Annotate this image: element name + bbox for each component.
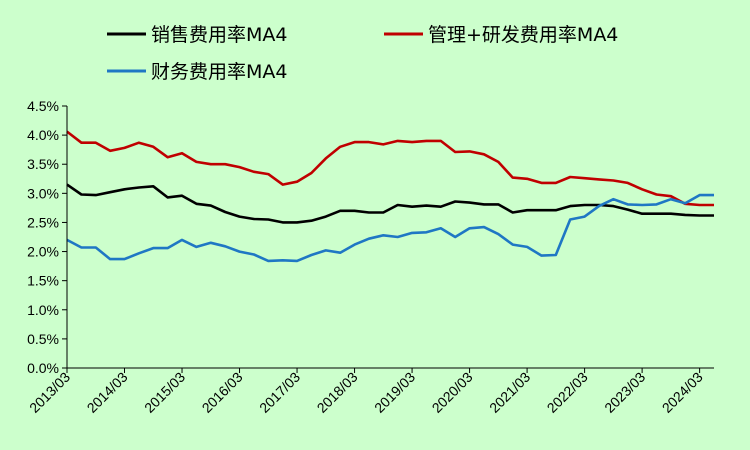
x-tick-label: 2017/03: [256, 369, 303, 416]
y-tick-label: 1.5%: [27, 273, 59, 289]
x-tick-label: 2018/03: [314, 369, 361, 416]
y-tick-label: 2.5%: [27, 214, 59, 230]
x-tick-label: 2022/03: [544, 369, 591, 416]
x-tick-label: 2016/03: [199, 369, 246, 416]
x-tick-label: 2014/03: [84, 369, 131, 416]
legend: 销售费用率MA4 管理+研发费用率MA4 财务费用率MA4: [107, 24, 618, 83]
legend-label-2: 管理+研发费用率MA4: [428, 24, 618, 46]
x-tick-label: 2019/03: [371, 369, 418, 416]
y-tick-label: 0.5%: [27, 331, 59, 347]
y-tick-label: 4.0%: [27, 127, 59, 143]
y-tick-label: 4.5%: [27, 98, 59, 114]
series-line-1: [66, 183, 714, 224]
series-line-3: [66, 193, 714, 263]
x-tick-label: 2020/03: [429, 369, 476, 416]
x-tick-label: 2023/03: [601, 369, 648, 416]
x-tick-label: 2024/03: [659, 369, 706, 416]
legend-label-3: 财务费用率MA4: [151, 61, 287, 83]
y-tick-label: 3.5%: [27, 156, 59, 172]
x-tick-label: 2015/03: [141, 369, 188, 416]
x-axis-ticks: 2013/03 2014/03 2015/03 2016/03 2017/03 2018/…: [26, 368, 706, 416]
y-axis-ticks: 0.0% 0.5% 1.0% 1.5% 2.0% 2.5% 3.0% 3.5% 4.0% 4.5%: [27, 98, 67, 376]
y-tick-label: 0.0%: [27, 360, 59, 376]
series-lines: [66, 130, 714, 263]
y-tick-label: 3.0%: [27, 185, 59, 201]
y-tick-label: 1.0%: [27, 302, 59, 318]
y-tick-label: 2.0%: [27, 244, 59, 260]
series-line-2: [66, 130, 714, 207]
legend-label-1: 销售费用率MA4: [151, 24, 287, 46]
x-tick-label: 2021/03: [486, 369, 533, 416]
